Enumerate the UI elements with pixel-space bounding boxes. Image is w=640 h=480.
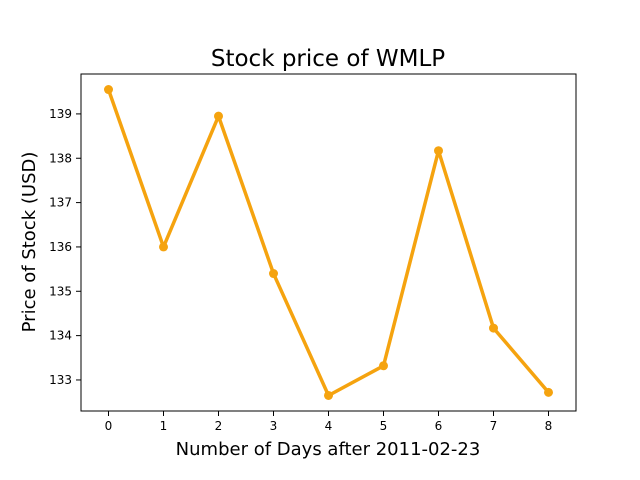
x-axis-title: Number of Days after 2011-02-23 bbox=[176, 439, 481, 460]
y-tick-label: 134 bbox=[49, 329, 72, 343]
y-tick-label: 139 bbox=[49, 107, 72, 121]
x-tick-label: 4 bbox=[325, 419, 333, 433]
data-point bbox=[104, 85, 113, 95]
x-tick-label: 7 bbox=[490, 419, 498, 433]
data-point bbox=[544, 387, 553, 397]
data-point bbox=[489, 323, 498, 333]
x-tick-label: 8 bbox=[545, 419, 553, 433]
data-point bbox=[434, 146, 443, 156]
y-tick-label: 136 bbox=[49, 240, 72, 254]
chart-title: Stock price of WMLP bbox=[211, 46, 445, 72]
y-tick-label: 137 bbox=[49, 196, 72, 210]
y-tick-label: 135 bbox=[49, 284, 72, 298]
series-layer bbox=[104, 85, 553, 400]
x-tick-label: 6 bbox=[435, 419, 443, 433]
y-tick-label: 138 bbox=[49, 151, 72, 165]
x-tick-label: 1 bbox=[160, 419, 168, 433]
data-point bbox=[379, 361, 388, 371]
data-point bbox=[269, 269, 278, 279]
x-tick-label: 5 bbox=[380, 419, 388, 433]
x-axis: 0 1 2 3 4 5 6 7 8 bbox=[105, 411, 553, 433]
y-tick-label: 133 bbox=[49, 373, 72, 387]
y-axis-title: Price of Stock (USD) bbox=[19, 152, 40, 333]
y-axis: 133 134 135 136 137 138 139 bbox=[49, 107, 81, 387]
data-point bbox=[324, 390, 333, 400]
x-tick-label: 2 bbox=[215, 419, 223, 433]
data-point bbox=[214, 111, 223, 121]
data-point bbox=[159, 242, 168, 252]
x-tick-label: 3 bbox=[270, 419, 278, 433]
x-tick-label: 0 bbox=[105, 419, 113, 433]
